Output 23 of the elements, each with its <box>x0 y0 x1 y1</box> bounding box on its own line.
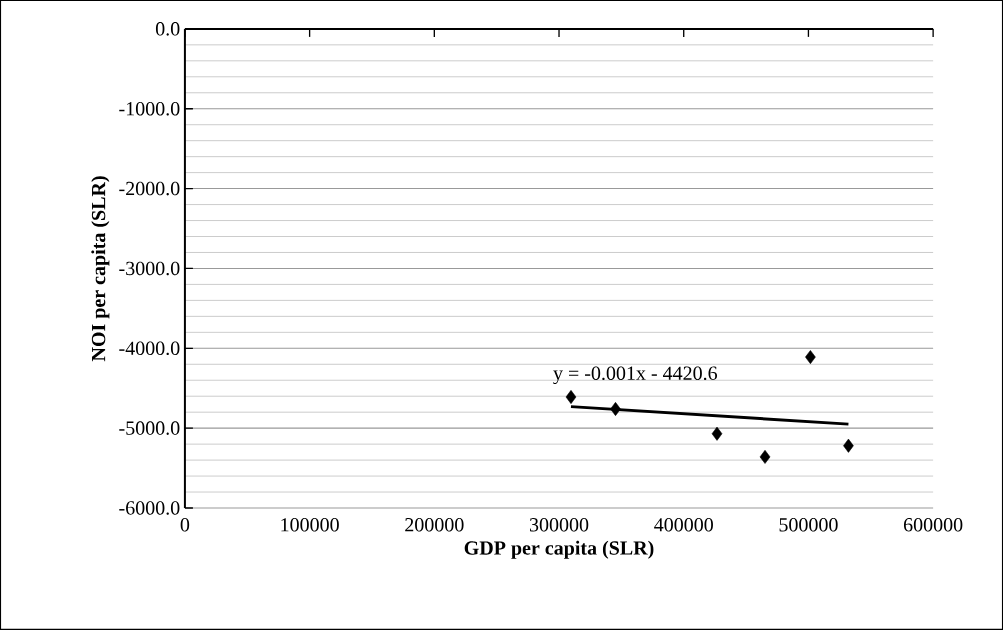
x-tick-label: 300000 <box>529 518 589 532</box>
y-tick-label: -5000.0 <box>119 421 180 435</box>
x-tick-label: 600000 <box>903 518 963 532</box>
y-tick-label: -4000.0 <box>119 341 180 356</box>
y-tick-label: -2000.0 <box>119 181 180 196</box>
x-tick-label: 400000 <box>654 518 713 532</box>
x-tick-label: 500000 <box>779 518 838 532</box>
y-axis-title: NOI per capita (SLR) <box>91 176 110 362</box>
y-tick-label: -6000.0 <box>119 501 180 515</box>
x-axis-title: GDP per capita (SLR) <box>464 540 654 559</box>
point <box>565 390 577 404</box>
y-tick-label: -3000.0 <box>119 261 180 276</box>
point <box>711 426 723 441</box>
point <box>610 402 621 416</box>
annotation: y = -0.001x - 4420.6 <box>553 366 718 385</box>
point <box>759 450 771 464</box>
y-tick-label: -1000.0 <box>119 101 180 116</box>
x-tick-label: 0 <box>180 518 190 532</box>
point <box>805 350 816 365</box>
y-tick-label: 0.0 <box>155 22 180 36</box>
x-tick-label: 200000 <box>405 518 464 532</box>
x-tick-label: 100000 <box>281 518 339 532</box>
point <box>843 438 854 453</box>
